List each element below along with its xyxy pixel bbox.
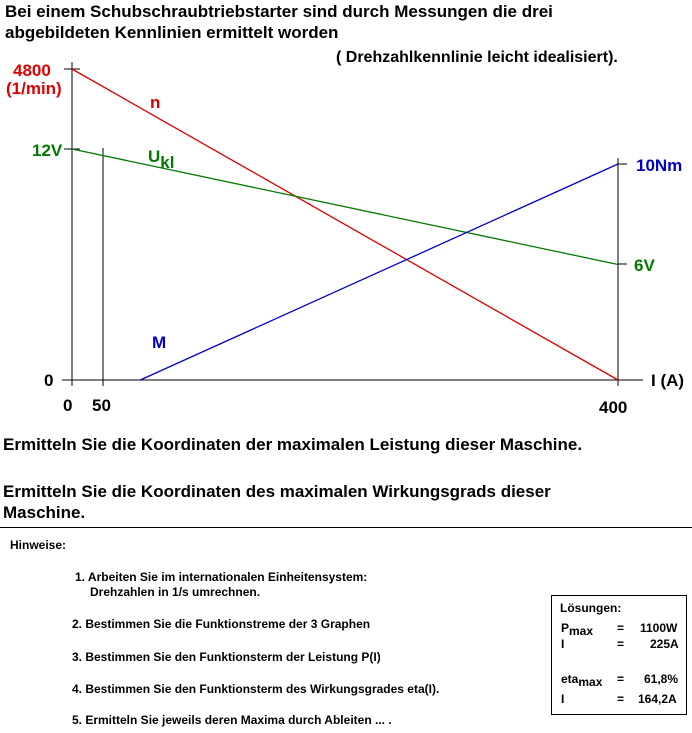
hint-3: 3. Bestimmen Sie den Funktionsterm der L… [72,650,381,664]
pmax-value: 1100W [640,621,678,635]
series-label-m: M [152,333,166,352]
question-max-efficiency-line1: Ermitteln Sie die Koordinaten des maxima… [3,482,551,501]
hint-1-line2: Drehzahlen in 1/s umrechnen. [90,585,261,599]
etamax-sub: max [578,675,603,689]
pmax-equals: = [617,621,625,635]
question-max-power: Ermitteln Sie die Koordinaten der maxima… [3,435,583,454]
x-tick-0: 0 [63,396,72,415]
hint-2: 2. Bestimmen Sie die Funktionstreme der … [72,617,371,631]
characteristic-chart: 4800 (1/min) 12V 0 10Nm 6V I (A) 0 50 40… [6,61,684,417]
solutions-title: Lösungen: [560,601,622,615]
zero-label: 0 [44,371,53,390]
speed-max-label: 4800 [13,61,51,80]
axes [62,62,643,386]
i2-value: 164,2A [638,692,677,706]
etamax-value: 61,8% [644,672,679,686]
series-line-m [140,163,619,381]
etamax-symbol: etamax [561,672,602,689]
pmax-sub: max [569,624,594,638]
hint-5: 5. Ermitteln Sie jeweils deren Maxima du… [72,713,392,727]
series-line-n [71,68,619,381]
x-axis-label: I (A) [651,371,684,390]
question-max-efficiency-line2: Maschine. [3,503,86,522]
series-label-n: n [150,93,160,112]
series-label-u-main: U [148,147,160,166]
i1-equals: = [617,637,625,651]
header-line-2: abgebildeten Kennlinien ermittelt worden [5,23,339,42]
divider [0,527,692,528]
series-line-u [71,148,619,266]
etamax-main: eta [561,672,579,686]
header-line-1: Bei einem Schubschraubtriebstarter sind … [5,2,553,21]
hint-4: 4. Bestimmen Sie den Funktionsterm des W… [72,682,440,696]
hint-1-line1: 1. Arbeiten Sie im internationalen Einhe… [75,570,368,584]
i2-symbol: I [561,692,565,706]
x-tick-400: 400 [599,398,627,417]
i1-symbol: I [561,637,565,651]
voltage-min-label: 6V [634,256,655,275]
pmax-symbol: Pmax [561,621,593,638]
hints-title: Hinweise: [10,538,67,552]
header-note: ( Drehzahlkennlinie leicht idealisiert). [336,49,618,66]
x-tick-50: 50 [92,396,111,415]
speed-unit-label: (1/min) [6,79,62,98]
i1-value: 225A [650,637,679,651]
solutions-box: Lösungen: Pmax = 1100W I = 225A etamax =… [551,595,687,715]
pmax-main: P [561,621,570,635]
etamax-equals: = [617,672,625,686]
series-label-u: Ukl [148,147,174,172]
i2-equals: = [617,692,625,706]
voltage-max-label: 12V [32,141,63,160]
series-label-u-sub: kl [160,153,174,172]
torque-max-label: 10Nm [636,156,682,175]
